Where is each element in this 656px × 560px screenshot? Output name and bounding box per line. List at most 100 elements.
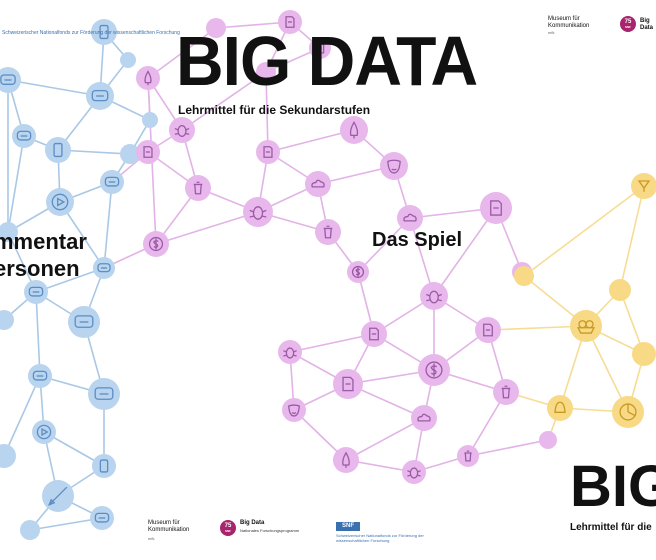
network-link — [345, 417, 425, 461]
network-node — [142, 112, 158, 128]
chat-icon — [100, 170, 124, 194]
network-link — [181, 71, 267, 131]
bug-icon — [420, 282, 448, 310]
center-museum-logo: Museum für Kommunikation — [148, 520, 190, 533]
center-75-badge-number: 75 — [224, 523, 232, 529]
network-node — [120, 52, 136, 68]
trash-icon — [457, 445, 479, 467]
doc-icon — [361, 321, 387, 347]
network-link — [7, 79, 101, 97]
snf-logo: SNF — [336, 522, 360, 531]
network-node — [20, 520, 40, 540]
network-node — [0, 310, 14, 330]
play-icon — [32, 420, 56, 444]
network-link — [265, 71, 269, 153]
network-link — [487, 325, 587, 331]
network-link — [433, 207, 497, 297]
network-node — [0, 444, 16, 468]
phone-icon — [92, 454, 116, 478]
doc-icon — [480, 192, 512, 224]
coin-icon — [418, 354, 450, 386]
right-75-badge: SNF 75 — [620, 16, 636, 32]
network-link — [155, 211, 259, 245]
bug-icon — [243, 197, 273, 227]
center-75-badge: SNF 75 — [220, 520, 236, 536]
cloud-icon — [305, 171, 331, 197]
network-link — [467, 439, 549, 457]
network-link — [215, 21, 291, 29]
bell-icon — [547, 395, 573, 421]
network-node — [632, 342, 656, 366]
network-node — [514, 266, 534, 286]
right-poster-subtitle: Lehrmittel für die — [570, 522, 652, 533]
network-link — [7, 135, 25, 233]
chat-icon — [68, 306, 100, 338]
network-link — [29, 517, 103, 531]
snf-logo-text: Schweizerischer Nationalfonds zur Förder… — [336, 533, 424, 543]
network-node — [120, 144, 140, 164]
mask-icon — [380, 152, 408, 180]
pen-icon — [42, 480, 74, 512]
right-bigdata-logo: Big Data — [640, 18, 654, 31]
rocket-icon — [136, 66, 160, 90]
right-museum-mark: mfk — [548, 30, 555, 35]
big-data-title: BIG DATA — [176, 22, 478, 100]
phone-icon — [45, 137, 71, 163]
network-node — [206, 18, 226, 38]
chat-icon — [90, 506, 114, 530]
network-link — [619, 185, 645, 291]
network-link — [3, 375, 41, 457]
trash-icon — [315, 219, 341, 245]
chat-icon — [0, 67, 21, 93]
doc-icon — [256, 140, 280, 164]
network-link — [523, 185, 645, 277]
cloud-icon — [411, 405, 437, 431]
doc-icon — [309, 37, 331, 59]
cup-icon — [570, 310, 602, 342]
network-link — [103, 181, 113, 269]
left-poster-line-1: mmentar — [0, 229, 87, 254]
trash-icon — [185, 175, 211, 201]
right-poster-title: BIG — [570, 454, 656, 519]
right-museum-logo: Museum für Kommunikation — [548, 16, 590, 29]
doc-icon — [278, 10, 302, 34]
network-link — [289, 333, 375, 353]
beer-icon — [631, 173, 656, 199]
center-75-badge-sub: SNF — [225, 529, 231, 533]
chat-icon — [86, 82, 114, 110]
big-data-subtitle: Lehrmittel für die Sekundarstufen — [178, 103, 371, 117]
center-museum-mark: mfk — [148, 536, 155, 541]
das-spiel-label: Das Spiel — [372, 229, 463, 251]
bug-icon — [169, 117, 195, 143]
network-link — [267, 129, 355, 153]
right-75-badge-sub: SNF — [625, 25, 631, 29]
chat-icon — [88, 378, 120, 410]
right-75-badge-number: 75 — [624, 19, 632, 25]
coin-icon — [143, 231, 169, 257]
pie-icon — [612, 396, 644, 428]
rocket-icon — [340, 116, 368, 144]
network-node — [256, 62, 276, 82]
play-icon — [46, 188, 74, 216]
network-node — [609, 279, 631, 301]
chat-icon — [93, 257, 115, 279]
phone-icon — [91, 19, 117, 45]
network-node — [0, 222, 18, 242]
coin-icon — [347, 261, 369, 283]
bug-icon — [278, 340, 302, 364]
center-bigdata-name: Big Data — [240, 520, 265, 526]
network-node — [539, 431, 557, 449]
left-poster-line-2: ersonen — [0, 256, 80, 281]
doc-icon — [333, 369, 363, 399]
network-link — [35, 267, 105, 293]
network-link — [147, 27, 217, 79]
center-bigdata-sub: Nationales Forschungsprogramm — [240, 528, 300, 533]
mask-icon — [282, 398, 306, 422]
trash-icon — [493, 379, 519, 405]
chat-icon — [24, 280, 48, 304]
bug-icon — [402, 460, 426, 484]
network-link — [35, 291, 41, 377]
left-poster-header-text: Schweizerischer Nationalfonds zur Förder… — [2, 30, 180, 36]
